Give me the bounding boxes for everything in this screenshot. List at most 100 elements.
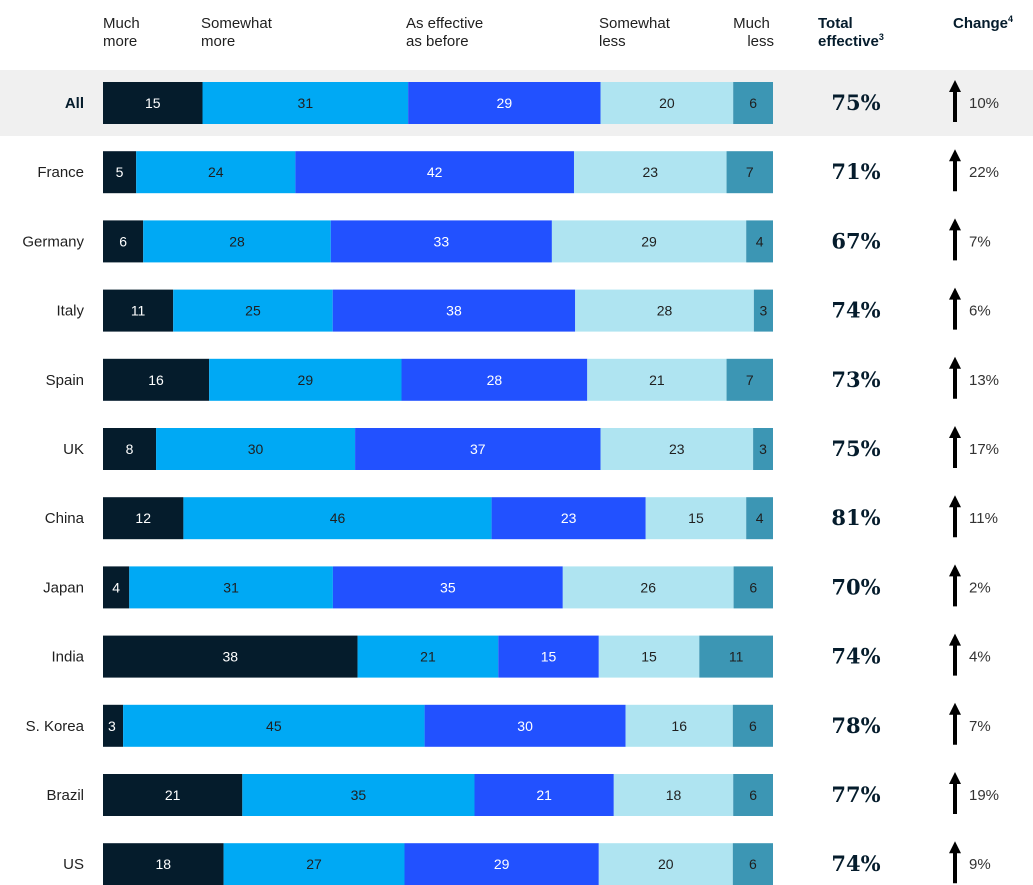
data-label: 31 [298,95,314,111]
bar-segment-much-more [103,635,358,678]
change-value: 11% [969,510,998,527]
data-label: 5 [116,164,124,180]
row-label: India [51,649,84,666]
row-label: Spain [46,372,84,389]
bar-segment-much-more [103,358,210,401]
data-label: 21 [649,372,665,388]
bar-segment-as-effective-as-before [404,843,599,885]
row-india: India 38 21 15 15 11 74% 4% [51,633,991,678]
data-label: 23 [669,441,685,457]
bar-segment-as-effective-as-before [474,774,614,816]
column-headers: Much more Somewhat more As effective as … [103,14,1013,50]
change-value: 19% [969,787,999,804]
up-arrow-icon [949,426,961,468]
bar-segment-much-more [103,289,174,332]
data-label: 6 [749,718,757,734]
header-much-less: Much less [733,15,774,50]
bar-segment-somewhat-more [183,497,492,540]
total-effective-value: 78% [831,713,880,738]
data-label: 23 [642,164,658,180]
data-label: 28 [487,372,503,388]
bar-segment-somewhat-more [136,151,296,194]
bar-segment-somewhat-less [575,289,754,332]
total-effective-value: 77% [831,782,880,807]
change-value: 22% [969,164,999,181]
bar-segment-somewhat-less [645,497,747,540]
data-label: 30 [517,718,533,734]
bar-segment-much-less [733,82,773,124]
data-label: 7 [746,164,754,180]
bar-segment-somewhat-more [156,428,356,470]
bar-segment-somewhat-more [129,566,333,609]
row-label: All [65,95,84,112]
data-label: 6 [749,579,757,595]
bar-segment-as-effective-as-before [408,82,601,124]
data-label: 15 [641,649,657,665]
data-label: 4 [756,233,764,249]
data-label: 6 [749,856,757,872]
data-label: 31 [223,579,239,595]
chart-rows: All 15 31 29 20 6 75% 10% France 5 24 42 23 7 71% 22% Ge… [0,70,1033,885]
bar-segment-much-less [733,566,773,609]
total-effective-value: 74% [831,298,880,323]
bar-segment-much-less [732,704,773,747]
bar-segment-much-less [746,497,773,540]
bar-segment-somewhat-more [223,843,405,885]
bar-segment-much-more [103,497,184,540]
data-label: 20 [658,856,674,872]
bar-segment-as-effective-as-before [332,566,563,609]
data-label: 29 [641,233,657,249]
up-arrow-icon [949,218,961,261]
row-label: S. Korea [26,718,85,735]
bar-segment-much-less [733,774,773,816]
up-arrow-icon [949,149,961,192]
bar-segment-somewhat-less [562,566,734,609]
data-label: 15 [145,95,161,111]
data-label: 3 [760,303,768,319]
data-label: 33 [434,233,450,249]
data-label: 24 [208,164,224,180]
total-effective-value: 75% [831,90,880,115]
row-label: Italy [56,303,84,320]
bar-segment-somewhat-less [598,843,733,885]
row-germany: Germany 6 28 33 29 4 67% 7% [22,218,991,263]
bar-segment-much-more [103,220,144,263]
data-label: 4 [112,579,120,595]
bar-segment-somewhat-more [357,635,499,678]
data-label: 18 [666,787,682,803]
change-value: 6% [969,303,991,320]
change-value: 7% [969,718,991,735]
row-france: France 5 24 42 23 7 71% 22% [37,149,999,194]
row-label: France [37,164,84,181]
data-label: 23 [561,510,577,526]
data-label: 8 [126,441,134,457]
bar-segment-somewhat-less [613,774,734,816]
up-arrow-icon [949,495,961,538]
bar-segment-as-effective-as-before [498,635,599,678]
up-arrow-icon [949,287,961,330]
bar-segment-somewhat-more [173,289,333,332]
row-all: All 15 31 29 20 6 75% 10% [0,70,1033,136]
bar-segment-much-less [746,220,773,263]
bar-segment-somewhat-less [587,358,727,401]
data-label: 46 [330,510,346,526]
data-label: 28 [657,303,673,319]
total-effective-value: 73% [831,367,880,392]
data-label: 4 [756,510,764,526]
row-label: Brazil [46,787,84,804]
bar-segment-as-effective-as-before [424,704,626,747]
data-label: 26 [640,579,656,595]
bar-segment-as-effective-as-before [332,289,576,332]
total-effective-value: 75% [831,436,880,461]
data-label: 7 [746,372,754,388]
data-label: 38 [446,303,462,319]
bar-segment-somewhat-more [202,82,409,124]
bar-segment-somewhat-more [123,704,425,747]
data-label: 21 [420,649,436,665]
header-somewhat-more: Somewhat more [201,15,276,50]
bar-segment-somewhat-less [551,220,747,263]
change-value: 4% [969,649,991,666]
header-much-more: Much more [103,15,144,50]
row-japan: Japan 4 31 35 26 6 70% 2% [43,564,991,609]
data-label: 6 [749,787,757,803]
